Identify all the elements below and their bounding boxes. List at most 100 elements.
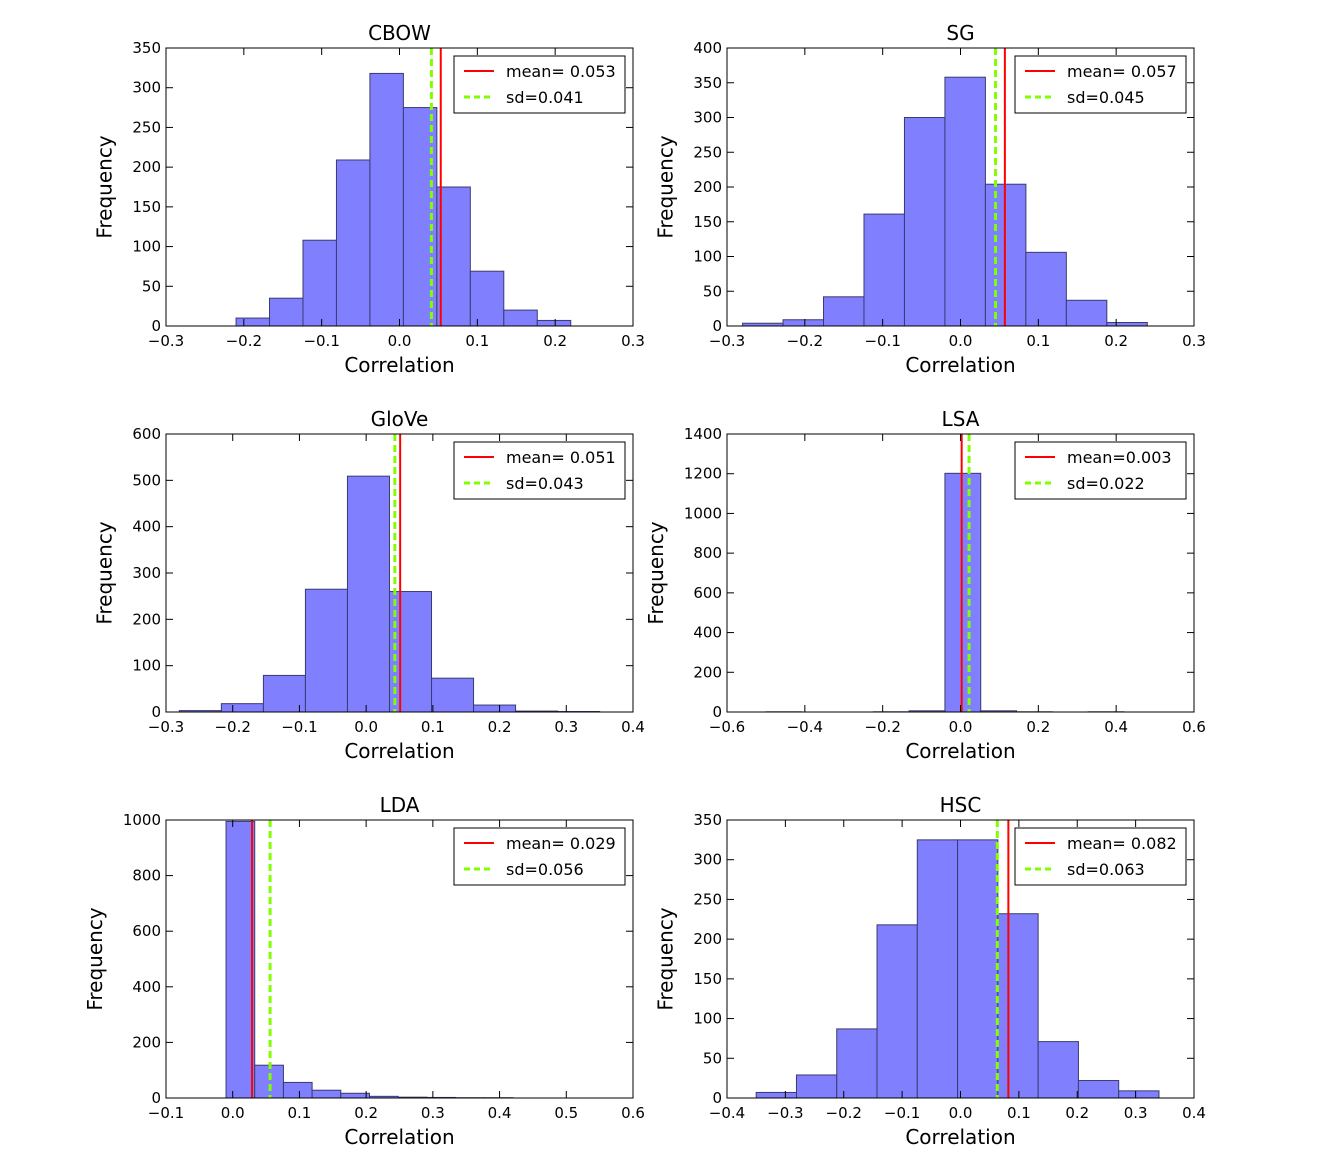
chart-title: CBOW	[368, 21, 431, 45]
histogram-bar	[876, 924, 918, 1099]
y-tick-label: 200	[132, 1033, 161, 1051]
histogram-panel-lda: −0.1 0.0 0.1 0.2 0.3 0.4 0.5 0.6 0 200 400 600 800 10…	[83, 793, 645, 1149]
y-axis-label: Frequency	[644, 521, 668, 624]
legend-box	[453, 827, 626, 886]
histogram-bar	[755, 1091, 797, 1099]
y-axis-label: Frequency	[93, 135, 117, 238]
x-axis-label: Correlation	[905, 739, 1015, 763]
histogram-panel-cbow: −0.3 −0.2 −0.1 0.0 0.1 0.2 0.3 0 50 100 150 200 250 3…	[93, 21, 645, 377]
y-tick-label: 1000	[684, 504, 722, 522]
histogram-bar	[335, 159, 371, 327]
y-tick-label: 150	[132, 198, 161, 216]
y-tick-label: 50	[703, 282, 722, 300]
chart-title: HSC	[940, 793, 982, 817]
legend-sd-label: sd=0.043	[506, 474, 584, 493]
y-tick-label: 800	[693, 544, 722, 562]
x-tick-label: 0.3	[1182, 332, 1206, 350]
y-tick-label: 50	[142, 277, 161, 295]
x-tick-label: 0.2	[543, 332, 567, 350]
x-tick-label: 0.2	[354, 1104, 378, 1122]
x-tick-label: 0.5	[554, 1104, 578, 1122]
histogram-bar	[269, 297, 304, 327]
y-tick-label: 0	[712, 703, 722, 721]
histogram-bar	[503, 309, 538, 327]
chart-title: LSA	[942, 407, 980, 431]
histogram-bar	[235, 317, 271, 327]
histogram-bar	[823, 296, 865, 327]
x-tick-label: 0.0	[354, 718, 378, 736]
chart-title: SG	[946, 21, 974, 45]
histogram-panel-sg: −0.3 −0.2 −0.1 0.0 0.1 0.2 0.3 0 50 100 150 200 250 3…	[654, 21, 1206, 377]
histogram-bar	[1025, 251, 1067, 327]
legend-mean-label: mean= 0.053	[506, 62, 616, 81]
y-tick-label: 250	[132, 118, 161, 136]
legend-box	[453, 55, 626, 114]
histogram-bar	[473, 704, 517, 713]
y-tick-label: 400	[132, 978, 161, 996]
histogram-panel-hsc: −0.4 −0.3 −0.2 −0.1 0.0 0.1 0.2 0.3 0.4 0 50 100 150…	[654, 793, 1206, 1149]
y-tick-label: 0	[151, 317, 161, 335]
histogram-bar	[225, 820, 256, 1099]
histogram-bar	[795, 1074, 838, 1099]
y-tick-label: 100	[132, 238, 161, 256]
plot-frame	[165, 819, 634, 1099]
y-tick-label: 400	[693, 624, 722, 642]
x-axis-label: Correlation	[905, 1125, 1015, 1149]
x-axis-label: Correlation	[344, 353, 454, 377]
x-tick-label: −0.1	[281, 718, 317, 736]
legend-box	[1014, 441, 1187, 500]
y-tick-label: 100	[693, 1010, 722, 1028]
y-tick-label: 600	[132, 425, 161, 443]
histogram-bar	[369, 72, 404, 327]
histogram-bar	[944, 76, 986, 327]
y-tick-label: 300	[693, 851, 722, 869]
histogram-bar	[1106, 322, 1148, 327]
x-tick-label: 0.0	[949, 1104, 973, 1122]
y-tick-label: 200	[132, 158, 161, 176]
histogram-bar	[340, 1092, 370, 1099]
y-tick-label: 150	[693, 213, 722, 231]
histogram-bar	[1037, 1041, 1079, 1099]
x-tick-label: 0.0	[949, 718, 973, 736]
histogram-bar	[346, 475, 390, 713]
x-tick-label: −0.3	[148, 332, 184, 350]
histogram-bar	[311, 1089, 342, 1099]
y-tick-label: 400	[693, 39, 722, 57]
x-tick-label: 0.0	[221, 1104, 245, 1122]
x-tick-label: 0.6	[621, 1104, 645, 1122]
y-tick-label: 200	[693, 178, 722, 196]
legend: mean= 0.029 sd=0.056	[453, 827, 626, 886]
legend-box	[1014, 827, 1187, 886]
y-axis-label: Frequency	[93, 521, 117, 624]
y-tick-label: 1200	[684, 465, 722, 483]
histogram-bar	[782, 319, 825, 327]
y-axis-label: Frequency	[654, 135, 678, 238]
y-tick-label: 100	[693, 248, 722, 266]
histogram-bar	[863, 213, 905, 327]
legend: mean=0.003 sd=0.022	[1014, 441, 1187, 500]
legend-box	[1014, 55, 1187, 114]
y-tick-label: 600	[693, 584, 722, 602]
legend-sd-label: sd=0.041	[506, 88, 584, 107]
y-tick-label: 1400	[684, 425, 722, 443]
x-tick-label: −0.6	[709, 718, 745, 736]
histogram-bar	[304, 588, 348, 713]
x-tick-label: −0.3	[148, 718, 184, 736]
x-tick-label: 0.2	[1065, 1104, 1089, 1122]
x-tick-label: 0.0	[388, 332, 412, 350]
y-tick-label: 250	[693, 143, 722, 161]
histogram-bar	[1077, 1080, 1120, 1099]
x-tick-label: −0.2	[787, 332, 823, 350]
legend-box	[453, 441, 626, 500]
x-tick-label: −0.2	[864, 718, 900, 736]
y-tick-label: 600	[132, 922, 161, 940]
legend-sd-label: sd=0.022	[1067, 474, 1145, 493]
y-tick-label: 300	[693, 109, 722, 127]
y-tick-label: 300	[132, 79, 161, 97]
legend-mean-label: mean=0.003	[1067, 448, 1172, 467]
x-tick-label: −0.1	[148, 1104, 184, 1122]
histogram-bar	[431, 677, 475, 713]
histogram-bar	[957, 839, 999, 1099]
y-axis-label: Frequency	[83, 907, 107, 1010]
